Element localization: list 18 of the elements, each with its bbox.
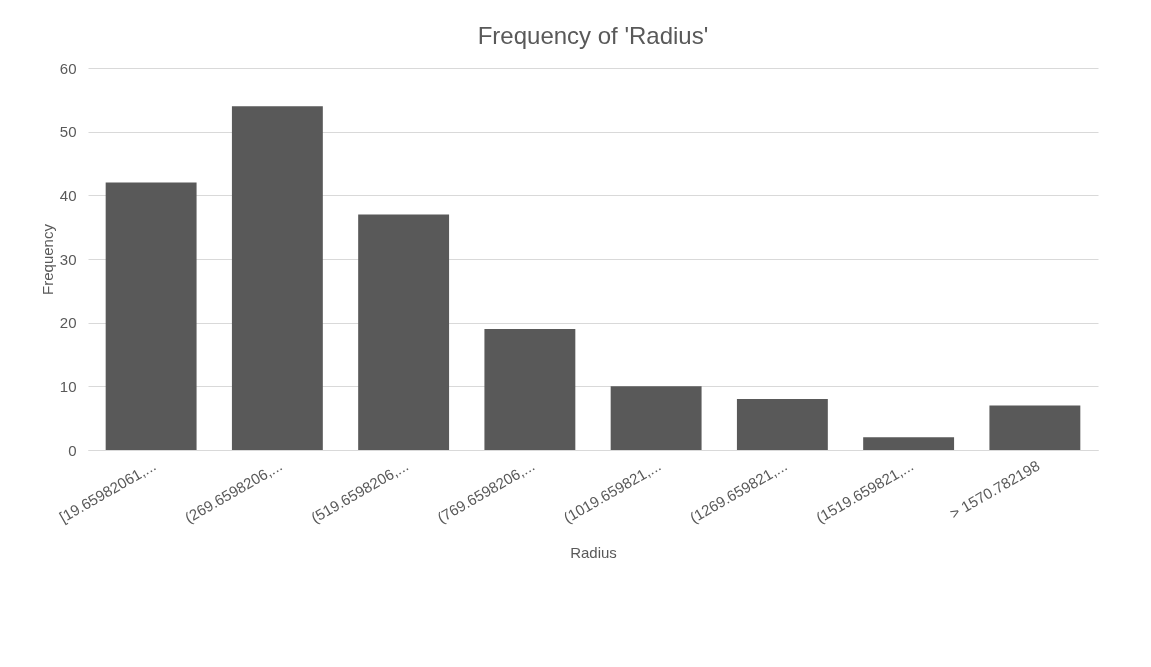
- chart-title: Frequency of 'Radius': [477, 22, 709, 49]
- y-tick-label: 50: [59, 123, 77, 141]
- y-tick-label: 10: [59, 377, 77, 395]
- bar: [358, 214, 450, 450]
- bar: [736, 399, 828, 450]
- bar: [610, 386, 702, 450]
- y-axis-title: Frequency: [38, 223, 56, 295]
- y-tick-label: 60: [59, 59, 77, 77]
- bar: [105, 182, 197, 450]
- x-axis-title: Radius: [570, 544, 617, 562]
- bar: [231, 106, 323, 450]
- y-tick-label: 0: [68, 441, 77, 459]
- y-tick-label: 30: [59, 250, 77, 268]
- bar: [863, 437, 955, 450]
- bar: [484, 329, 576, 450]
- y-tick-label: 20: [59, 314, 77, 332]
- bar: [989, 405, 1081, 450]
- y-tick-label: 40: [59, 186, 77, 204]
